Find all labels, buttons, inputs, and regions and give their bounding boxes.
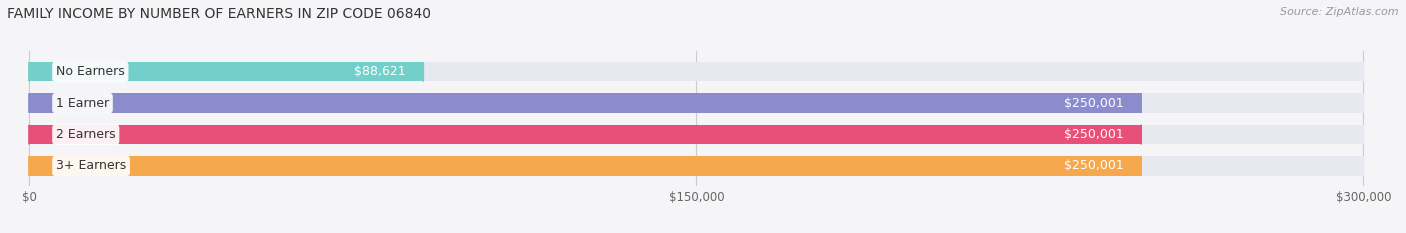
- Text: $250,001: $250,001: [1063, 159, 1123, 172]
- Text: $250,001: $250,001: [1063, 97, 1123, 110]
- Bar: [30, 93, 1364, 113]
- Text: 3+ Earners: 3+ Earners: [56, 159, 127, 172]
- Text: $250,001: $250,001: [1063, 128, 1123, 141]
- Text: $88,621: $88,621: [354, 65, 405, 78]
- Bar: [30, 156, 1142, 176]
- Bar: [30, 93, 1142, 113]
- Bar: [30, 156, 1364, 176]
- Bar: [30, 125, 1142, 144]
- Text: FAMILY INCOME BY NUMBER OF EARNERS IN ZIP CODE 06840: FAMILY INCOME BY NUMBER OF EARNERS IN ZI…: [7, 7, 432, 21]
- Text: 2 Earners: 2 Earners: [56, 128, 115, 141]
- Text: Source: ZipAtlas.com: Source: ZipAtlas.com: [1281, 7, 1399, 17]
- Text: No Earners: No Earners: [56, 65, 125, 78]
- Bar: [30, 125, 1364, 144]
- Bar: [30, 62, 1364, 81]
- Bar: [30, 62, 423, 81]
- Text: 1 Earner: 1 Earner: [56, 97, 110, 110]
